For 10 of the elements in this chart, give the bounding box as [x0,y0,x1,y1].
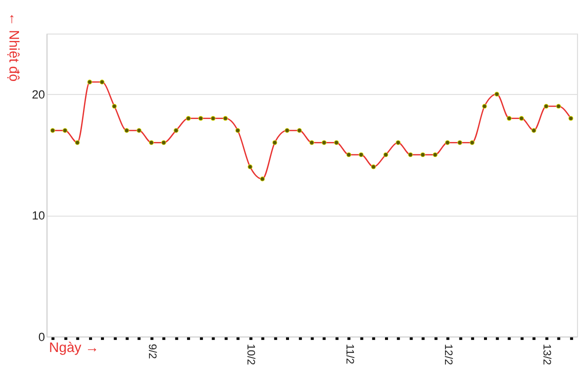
y-axis-title: ← Nhiệt độ [6,12,22,82]
x-tick-label: 11/2 [343,344,356,364]
x-tick-label: 12/2 [442,344,454,366]
y-tick-label: 20 [32,88,46,102]
x-tick-label: 13/2 [540,344,553,366]
y-tick-label: 10 [32,208,46,223]
y-tick-label: 0 [38,330,46,344]
x-tick-label: 9/2 [146,344,158,359]
x-tick-label: 10/2 [244,344,257,366]
x-axis-title: Ngày → [48,338,100,355]
